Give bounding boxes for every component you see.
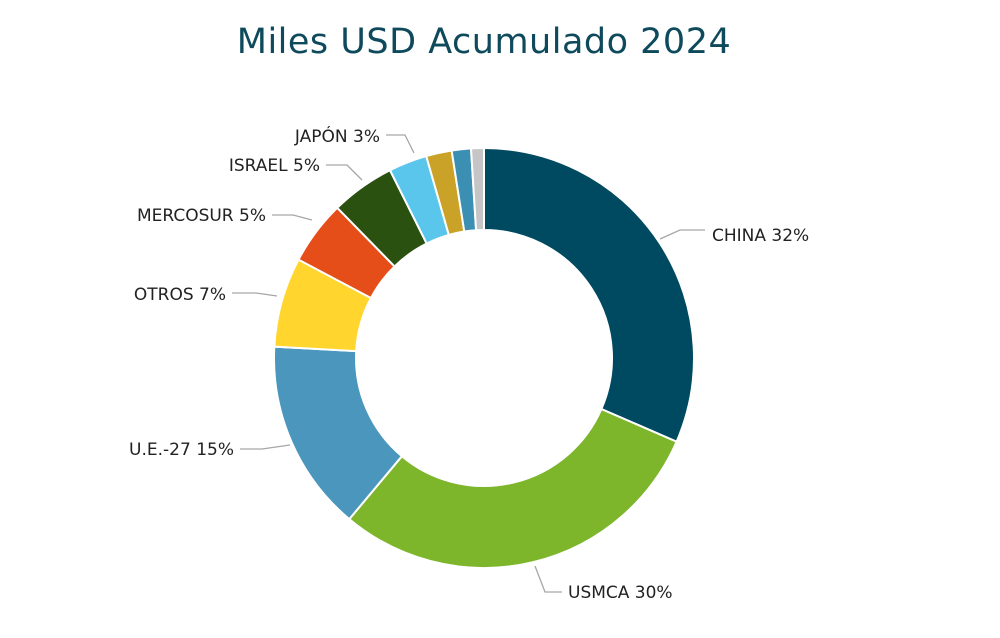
slice-label: U.E.-27 15%	[129, 440, 234, 460]
slice-label: JAPÓN 3%	[294, 125, 380, 147]
leader-line	[232, 292, 278, 297]
slice-label: USMCA 30%	[568, 583, 673, 603]
chart-title: Miles USD Acumulado 2024	[236, 22, 732, 62]
slice-label: OTROS 7%	[134, 285, 226, 305]
leader-line	[326, 164, 363, 181]
donut-slice-unlabeled-9	[469, 146, 485, 232]
leader-line	[386, 134, 415, 154]
donut-slice-china	[483, 146, 695, 444]
leader-line	[534, 565, 562, 593]
leader-line	[272, 214, 313, 221]
slice-label: ISRAEL 5%	[229, 156, 320, 176]
donut-slice-usmca	[347, 407, 678, 569]
slice-label: MERCOSUR 5%	[137, 206, 266, 226]
leader-line	[240, 444, 291, 450]
leader-line	[659, 229, 705, 240]
slice-label: CHINA 32%	[712, 226, 809, 246]
